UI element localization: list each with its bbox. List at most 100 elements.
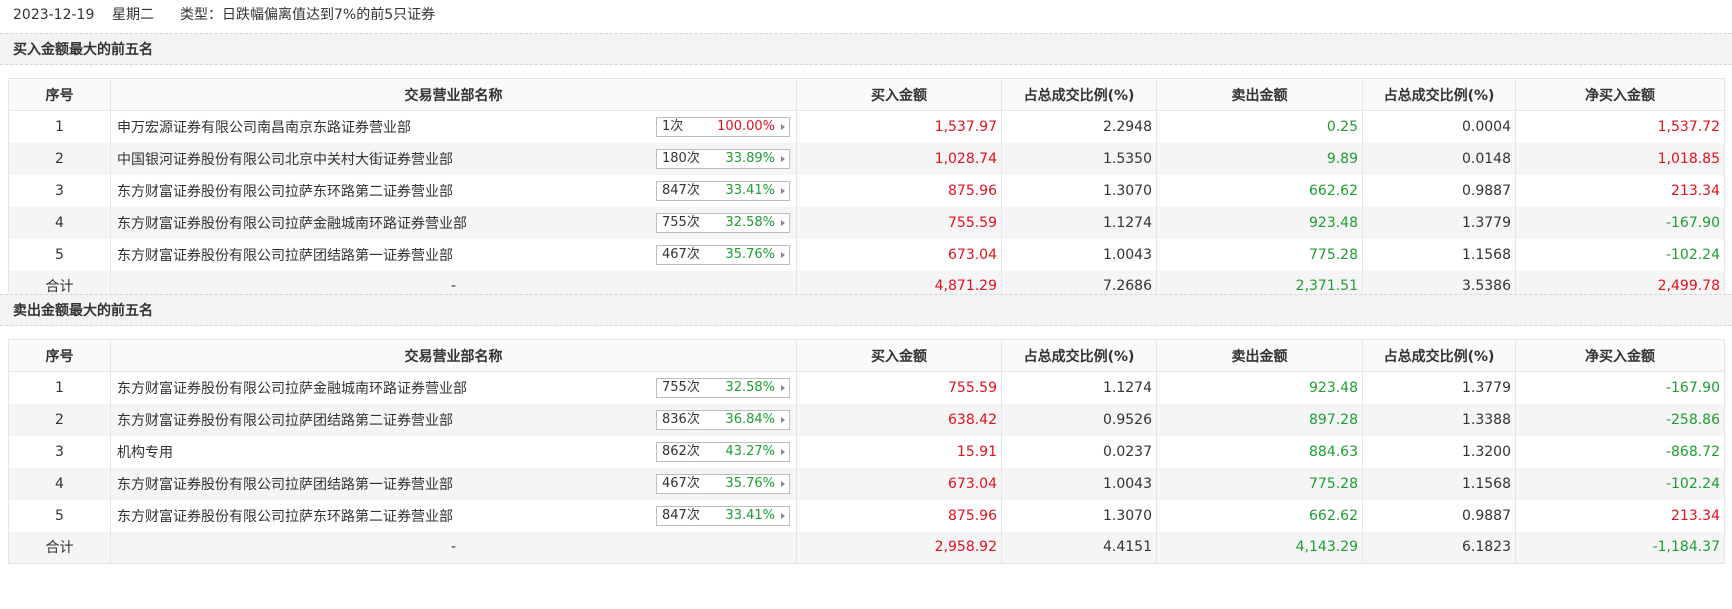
table-row: 4 东方财富证券股份有限公司拉萨金融城南环路证券营业部 755次 32.58% 755.… [8, 206, 1725, 239]
branch-name-link[interactable]: 申万宏源证券有限公司南昌南京东路证券营业部 [117, 119, 411, 136]
branch-name-link[interactable]: 东方财富证券股份有限公司拉萨团结路第一证券营业部 [117, 247, 453, 264]
branch-history-badge[interactable]: 862次 43.27% [656, 441, 790, 462]
net-buy-amount: -102.24 [1515, 467, 1725, 500]
win-rate: 33.41% [725, 182, 775, 198]
branch-cell: 东方财富证券股份有限公司拉萨团结路第一证券营业部 467次 35.76% [110, 238, 797, 271]
sell-amount: 884.63 [1156, 435, 1363, 468]
branch-name-link[interactable]: 东方财富证券股份有限公司拉萨金融城南环路证券营业部 [117, 215, 467, 232]
sell-amount: 775.28 [1156, 238, 1363, 271]
branch-cell: 机构专用 862次 43.27% [110, 435, 797, 468]
branch-name-link[interactable]: 东方财富证券股份有限公司拉萨金融城南环路证券营业部 [117, 380, 467, 397]
row-index: 5 [8, 238, 111, 271]
col-header-sell-ratio: 占总成交比例(%) [1362, 78, 1516, 111]
win-rate: 32.58% [725, 214, 775, 230]
branch-history-badge[interactable]: 847次 33.41% [656, 505, 790, 526]
branch-name-link[interactable]: 东方财富证券股份有限公司拉萨团结路第一证券营业部 [117, 476, 453, 493]
total-net-buy: -1,184.37 [1515, 531, 1725, 564]
sell-amount: 897.28 [1156, 403, 1363, 436]
total-buy-amount: 2,958.92 [796, 531, 1002, 564]
sell-ratio: 1.3779 [1362, 371, 1516, 404]
buy-amount: 673.04 [796, 238, 1002, 271]
net-buy-amount: -167.90 [1515, 371, 1725, 404]
net-buy-amount: 1,018.85 [1515, 142, 1725, 175]
caret-right-icon [781, 219, 785, 226]
branch-history-badge[interactable]: 467次 35.76% [656, 244, 790, 265]
col-header-net-buy: 净买入金额 [1515, 339, 1725, 372]
branch-cell: 申万宏源证券有限公司南昌南京东路证券营业部 1次 100.00% [110, 110, 797, 143]
col-header-sell-ratio: 占总成交比例(%) [1362, 339, 1516, 372]
appearance-count: 862次 [662, 443, 700, 459]
total-sell-amount: 4,143.29 [1156, 531, 1363, 564]
sell-amount: 662.62 [1156, 499, 1363, 532]
sell-amount: 923.48 [1156, 371, 1363, 404]
buy-ratio: 1.1274 [1001, 371, 1157, 404]
total-buy-ratio: 4.4151 [1001, 531, 1157, 564]
branch-history-badge[interactable]: 836次 36.84% [656, 409, 790, 430]
buy-ratio: 1.0043 [1001, 467, 1157, 500]
branch-history-badge[interactable]: 847次 33.41% [656, 180, 790, 201]
sell-ratio: 1.3779 [1362, 206, 1516, 239]
row-index: 3 [8, 435, 111, 468]
buy-amount: 1,028.74 [796, 142, 1002, 175]
appearance-count: 755次 [662, 214, 700, 230]
buy-top5-table: 序号 交易营业部名称 买入金额 占总成交比例(%) 卖出金额 占总成交比例(%)… [8, 78, 1725, 303]
branch-history-badge[interactable]: 1次 100.00% [656, 117, 790, 137]
row-index: 3 [8, 174, 111, 207]
col-header-branch-name: 交易营业部名称 [110, 339, 797, 372]
branch-name-link[interactable]: 东方财富证券股份有限公司拉萨东环路第二证券营业部 [117, 508, 453, 525]
branch-history-badge[interactable]: 180次 33.89% [656, 148, 790, 169]
total-sell-ratio: 6.1823 [1362, 531, 1516, 564]
table-header-row: 序号 交易营业部名称 买入金额 占总成交比例(%) 卖出金额 占总成交比例(%)… [8, 78, 1725, 111]
branch-name-link[interactable]: 机构专用 [117, 444, 173, 461]
table-row: 2 东方财富证券股份有限公司拉萨团结路第二证券营业部 836次 36.84% 638.4… [8, 403, 1725, 436]
appearance-count: 836次 [662, 411, 700, 427]
sell-ratio: 0.0148 [1362, 142, 1516, 175]
caret-right-icon [781, 448, 785, 455]
col-header-buy-amount: 买入金额 [796, 339, 1002, 372]
list-type: 类型：日跌幅偏离值达到7%的前5只证券 [180, 7, 436, 23]
table-header-row: 序号 交易营业部名称 买入金额 占总成交比例(%) 卖出金额 占总成交比例(%)… [8, 339, 1725, 372]
appearance-count: 847次 [662, 182, 700, 198]
net-buy-amount: 213.34 [1515, 499, 1725, 532]
sell-ratio: 0.0004 [1362, 110, 1516, 143]
buy-amount: 673.04 [796, 467, 1002, 500]
branch-name-link[interactable]: 中国银河证券股份有限公司北京中关村大街证券营业部 [117, 151, 453, 168]
buy-amount: 755.59 [796, 206, 1002, 239]
win-rate: 33.41% [725, 507, 775, 523]
table-row: 5 东方财富证券股份有限公司拉萨团结路第一证券营业部 467次 35.76% 673.0… [8, 238, 1725, 271]
branch-history-badge[interactable]: 755次 32.58% [656, 212, 790, 233]
table-row: 2 中国银河证券股份有限公司北京中关村大街证券营业部 180次 33.89% 1,028… [8, 142, 1725, 175]
branch-name-link[interactable]: 东方财富证券股份有限公司拉萨东环路第二证券营业部 [117, 183, 453, 200]
buy-ratio: 1.3070 [1001, 499, 1157, 532]
buy-amount: 755.59 [796, 371, 1002, 404]
col-header-buy-amount: 买入金额 [796, 78, 1002, 111]
sell-top5-table: 序号 交易营业部名称 买入金额 占总成交比例(%) 卖出金额 占总成交比例(%)… [8, 339, 1725, 564]
buy-amount: 875.96 [796, 174, 1002, 207]
row-index: 1 [8, 371, 111, 404]
buy-ratio: 1.1274 [1001, 206, 1157, 239]
caret-right-icon [781, 416, 785, 423]
sell-ratio: 0.9887 [1362, 499, 1516, 532]
win-rate: 33.89% [725, 150, 775, 166]
branch-history-badge[interactable]: 467次 35.76% [656, 473, 790, 494]
buy-ratio: 0.0237 [1001, 435, 1157, 468]
branch-cell: 中国银河证券股份有限公司北京中关村大街证券营业部 180次 33.89% [110, 142, 797, 175]
col-header-index: 序号 [8, 78, 111, 111]
table-row: 5 东方财富证券股份有限公司拉萨东环路第二证券营业部 847次 33.41% 875.9… [8, 499, 1725, 532]
total-row: 合计 -2,958.92 4.4151 4,143.29 6.1823 -1,184.37 [8, 531, 1725, 564]
sell-amount: 662.62 [1156, 174, 1363, 207]
branch-name-link[interactable]: 东方财富证券股份有限公司拉萨团结路第二证券营业部 [117, 412, 453, 429]
net-buy-amount: 213.34 [1515, 174, 1725, 207]
net-buy-amount: -868.72 [1515, 435, 1725, 468]
branch-history-badge[interactable]: 755次 32.58% [656, 378, 790, 398]
buy-ratio: 2.2948 [1001, 110, 1157, 143]
sell-ratio: 0.9887 [1362, 174, 1516, 207]
table-row: 4 东方财富证券股份有限公司拉萨团结路第一证券营业部 467次 35.76% 673.0… [8, 467, 1725, 500]
buy-amount: 1,537.97 [796, 110, 1002, 143]
buy-amount: 875.96 [796, 499, 1002, 532]
row-index: 1 [8, 110, 111, 143]
buy-section-title: 买入金额最大的前五名 [0, 33, 1732, 65]
buy-ratio: 0.9526 [1001, 403, 1157, 436]
caret-right-icon [781, 187, 785, 194]
win-rate: 43.27% [725, 443, 775, 459]
